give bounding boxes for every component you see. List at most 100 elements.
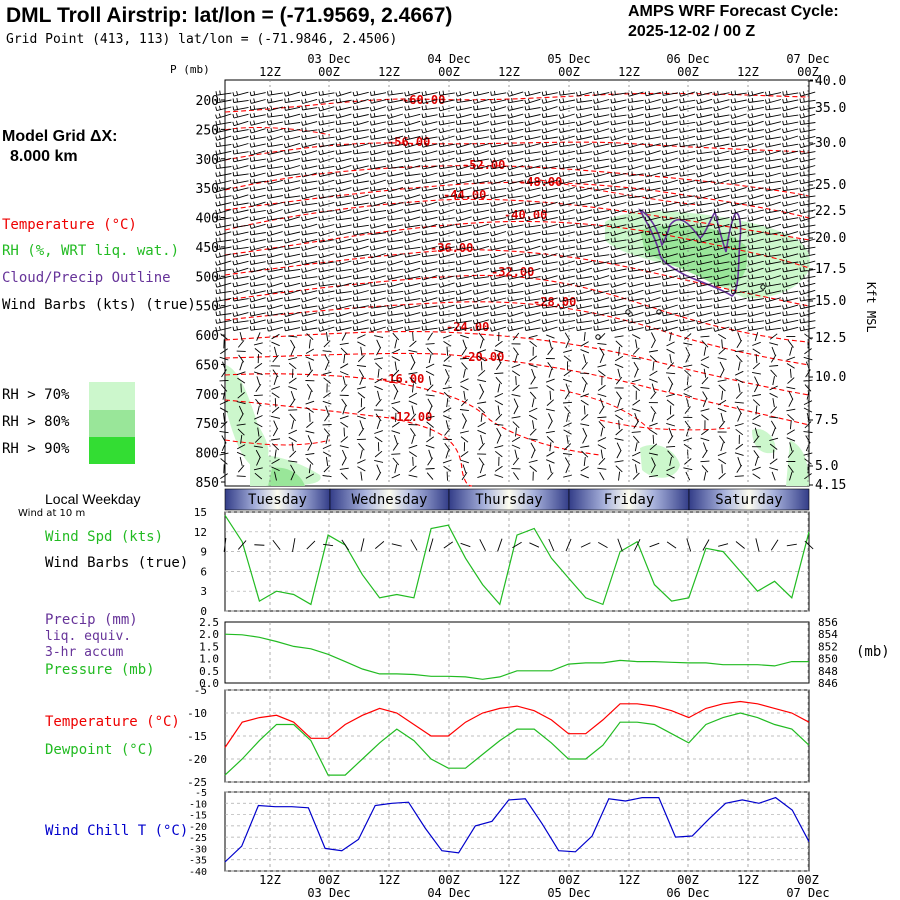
- wind-barb: [318, 215, 335, 221]
- pressure-tick: 800: [196, 447, 219, 462]
- wind-barb: [253, 445, 263, 448]
- wind-barb: [438, 186, 455, 192]
- wind-barb: [410, 354, 416, 363]
- wind-barb: [374, 459, 384, 463]
- wind-barb: [593, 252, 610, 258]
- wind-barb: [318, 120, 335, 126]
- wind-barb: [610, 201, 627, 207]
- wind-barb: [747, 216, 764, 222]
- wind-barb: [610, 142, 627, 148]
- wind-barb: [782, 318, 799, 324]
- wind-barb: [730, 201, 747, 207]
- wind-barb: [772, 398, 775, 408]
- wind-barb: [799, 230, 816, 236]
- wind-barb: [752, 422, 761, 427]
- wind-barb: [222, 361, 226, 371]
- wind-barb: [290, 390, 295, 400]
- wind-barb: [438, 120, 455, 126]
- legend-rh: RH (%, WRT liq. wat.): [2, 243, 180, 259]
- wind-barb: [717, 379, 727, 382]
- wind-barb: [318, 208, 335, 214]
- wind-barb: [438, 289, 455, 295]
- wind-barb: [284, 296, 301, 302]
- wind-barb: [249, 164, 266, 170]
- wind-barb: [387, 105, 404, 112]
- wind-barb: [559, 215, 575, 221]
- temperature-contour-12: [224, 399, 473, 487]
- wind-barb: [273, 420, 278, 429]
- wind-barb: [341, 384, 348, 392]
- wind-barb: [266, 267, 283, 273]
- wind-barb: [369, 296, 386, 303]
- wind-barb: [782, 120, 799, 126]
- wind-barb: [576, 318, 593, 324]
- wind-barb: [524, 172, 541, 178]
- wind-barb: [661, 223, 679, 229]
- height-tick: 17.5: [815, 262, 846, 277]
- wind-barb: [421, 289, 438, 295]
- wind-barb: [803, 452, 813, 456]
- wind-barb: [318, 201, 335, 207]
- wind-barb: [352, 319, 369, 325]
- wind-barb: [443, 407, 452, 413]
- wind-barb: [284, 98, 301, 104]
- height-tick: 7.5: [815, 413, 838, 428]
- wind-barb: [610, 179, 627, 185]
- wind-barb: [404, 134, 421, 141]
- wind-barb: [662, 311, 679, 317]
- wind-barb: [617, 368, 621, 378]
- wind-barb: [788, 398, 794, 407]
- wind-barb: [583, 332, 586, 342]
- wind-barb: [477, 422, 486, 428]
- wind-barb: [652, 434, 655, 444]
- wind-barb: [495, 450, 503, 458]
- wind-barb: [765, 134, 782, 140]
- wind-barb: [335, 149, 352, 155]
- wind-barb: [610, 259, 627, 265]
- wind-barb: [249, 267, 266, 273]
- pressure-y-tick: 846: [818, 677, 838, 690]
- wind-barb: [404, 303, 421, 310]
- wind-barb: [696, 208, 713, 214]
- wind-barb: [717, 407, 727, 413]
- wind-barb: [717, 357, 727, 360]
- wind-barb: [335, 252, 352, 258]
- wind-barb: [764, 223, 782, 229]
- wind-barb: [668, 427, 673, 437]
- wind-barb: [747, 105, 764, 111]
- wind-barb: [782, 267, 799, 273]
- wind-barb: [404, 186, 421, 192]
- wind-barb: [236, 401, 246, 405]
- wind-barb: [678, 164, 696, 171]
- wind-barb: [679, 325, 696, 332]
- wind-barb: [375, 362, 383, 370]
- wind-barb: [438, 90, 455, 96]
- temperature-contour-extra-4: [224, 127, 331, 136]
- wind-barb: [409, 465, 417, 473]
- wind-barb: [610, 112, 627, 118]
- wind-barb: [679, 179, 696, 185]
- wind-barb: [266, 157, 283, 163]
- wind-barb: [662, 259, 679, 265]
- wind-barb: [266, 98, 283, 104]
- calm-circle-1: [656, 309, 662, 315]
- wind-barb: [352, 98, 369, 105]
- wind-barb: [713, 230, 730, 236]
- surface-wind-barb: [548, 538, 555, 552]
- wind-barb: [374, 436, 383, 443]
- wind-barb: [232, 113, 249, 119]
- wind-barb: [291, 442, 294, 452]
- wind-barb: [438, 252, 455, 259]
- wind-barb: [358, 443, 365, 451]
- wind-barb: [541, 201, 558, 207]
- wind-barb: [529, 465, 537, 472]
- wind-barb: [721, 464, 723, 474]
- wind-barb: [411, 434, 415, 444]
- wind-barb: [610, 105, 627, 112]
- wind-barb: [524, 215, 541, 222]
- wind-barb: [511, 416, 521, 419]
- wind-barb: [730, 179, 747, 185]
- wind-barb: [507, 266, 524, 273]
- wind-barb: [473, 186, 490, 192]
- wind-barb: [456, 244, 472, 251]
